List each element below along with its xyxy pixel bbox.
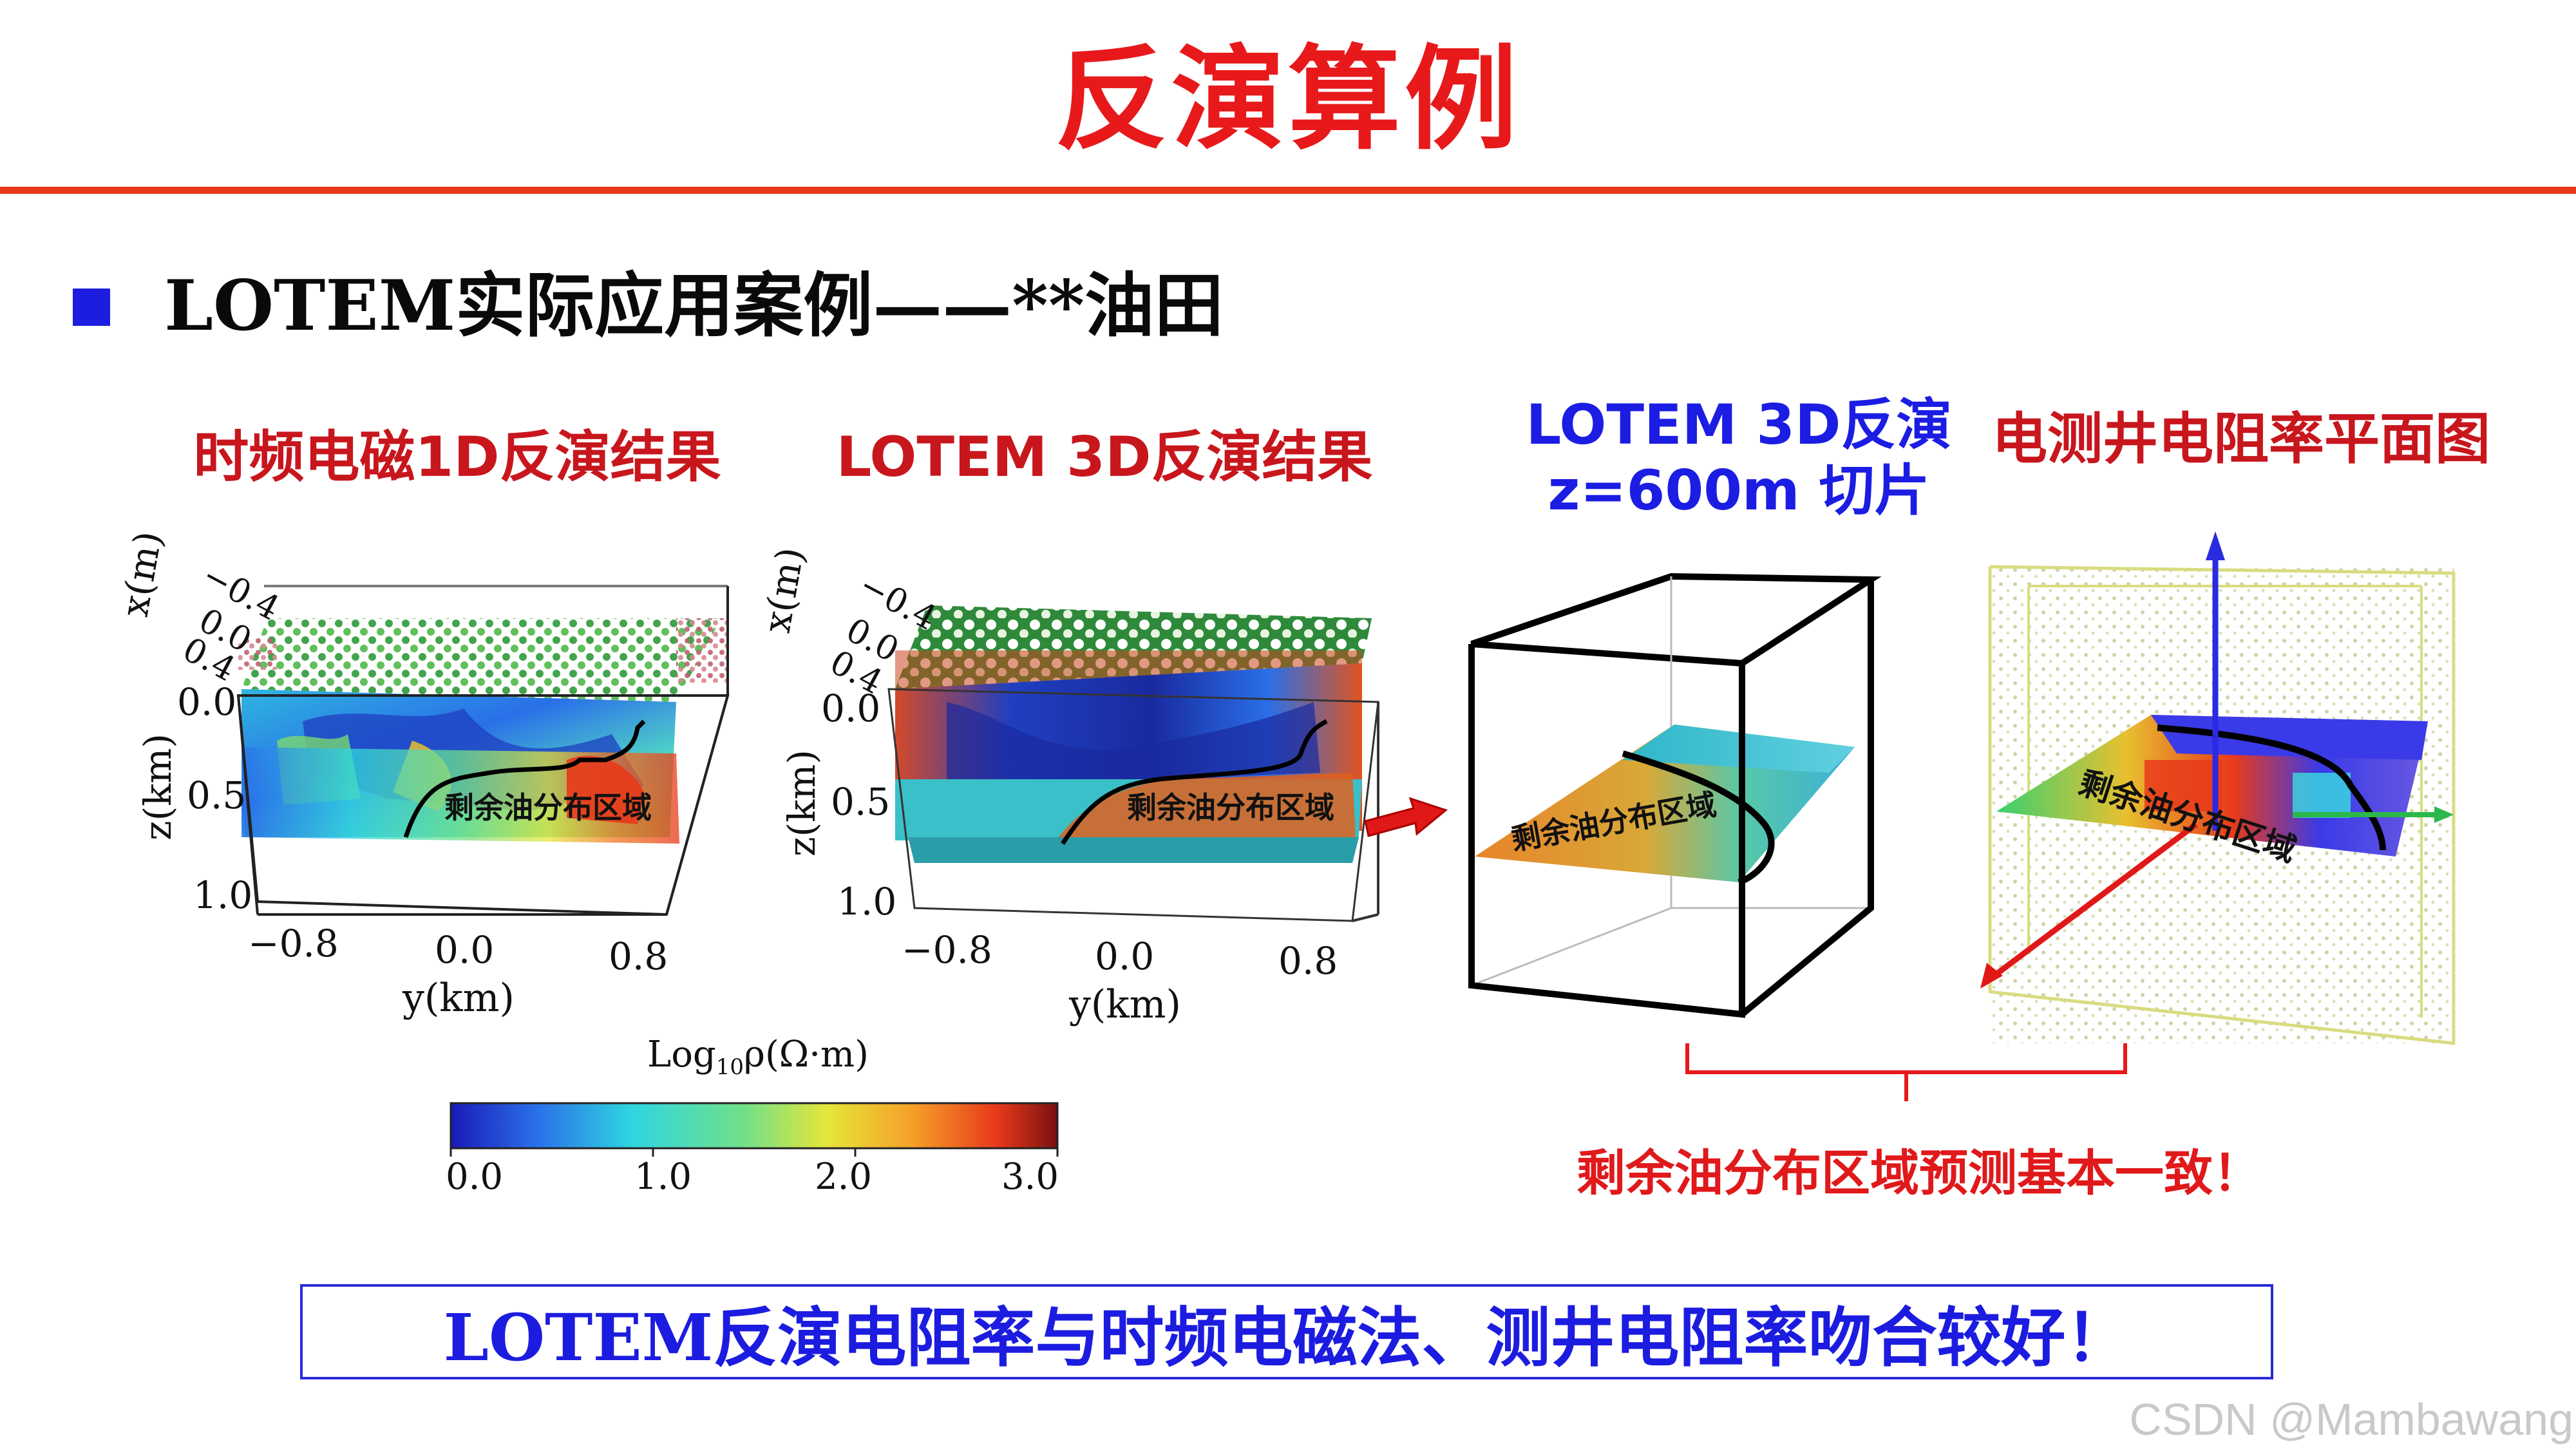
panel1-z-tick-3: 1.0 xyxy=(193,873,252,917)
panel1-region-label: 剩余油分布区域 xyxy=(444,790,652,825)
panel2-y-tick-3: 0.8 xyxy=(1278,939,1338,983)
panel-group-brace xyxy=(1685,1043,2127,1101)
watermark: CSDN @Mambawang xyxy=(2129,1394,2573,1444)
panel1-y-tick-1: −0.8 xyxy=(248,922,339,965)
slide-subtitle: LOTEM实际应用案例——**油田 xyxy=(164,265,1224,346)
title-divider xyxy=(0,187,2576,194)
panel1-plot: 剩余油分布区域 x(m) −0.4 0.0 0.4 0.0 0.5 1.0 z(… xyxy=(113,528,730,1021)
panel1-caption: 时频电磁1D反演结果 xyxy=(193,425,721,489)
panel2-z-axis-label: z(km) xyxy=(780,750,824,857)
colorbar-title: Log10ρ(Ω·m) xyxy=(647,1034,869,1080)
colorbar xyxy=(450,1102,1059,1157)
colorbar-title-subscript: 10 xyxy=(715,1054,744,1081)
panel1-z-tick-2: 0.5 xyxy=(187,773,246,817)
colorbar-tick-1: 1.0 xyxy=(634,1156,692,1198)
panel-transition-arrow-icon xyxy=(1364,797,1448,837)
panel4-plot: 剩余油分布区域 xyxy=(1980,531,2456,1045)
panel2-z-tick-1: 0.0 xyxy=(821,687,880,730)
colorbar-tick-3: 3.0 xyxy=(1001,1156,1059,1198)
panel2-x-axis-label: x(m) xyxy=(755,544,813,636)
panel1-y-tick-3: 0.8 xyxy=(609,934,668,978)
colorbar-tick-0: 0.0 xyxy=(446,1156,504,1198)
panel2-region-label: 剩余油分布区域 xyxy=(1127,790,1334,825)
panel3-plot: 剩余油分布区域 xyxy=(1468,573,1882,1018)
panel1-z-axis-label: z(km) xyxy=(136,734,180,840)
colorbar-title-suffix: ρ(Ω·m) xyxy=(744,1034,869,1075)
colorbar-tick-2: 2.0 xyxy=(815,1156,873,1198)
panel1-y-tick-2: 0.0 xyxy=(435,928,494,972)
panel2-z-tick-3: 1.0 xyxy=(837,880,896,923)
panel2-z-tick-2: 0.5 xyxy=(831,780,890,824)
panel4-caption: 电测井电阻率平面图 xyxy=(1992,407,2490,471)
bullet-square-icon xyxy=(73,289,110,326)
prediction-note: 剩余油分布区域预测基本一致！ xyxy=(1577,1144,2262,1202)
colorbar-title-prefix: Log xyxy=(647,1034,716,1075)
panel1-z-tick-1: 0.0 xyxy=(177,680,236,724)
conclusion-box: LOTEM反演电阻率与时频电磁法、测井电阻率吻合较好！ xyxy=(300,1284,2273,1379)
panel1-x-axis-label: x(m) xyxy=(113,528,171,620)
panel1-y-axis-label: y(km) xyxy=(402,976,515,1021)
slide-title: 反演算例 xyxy=(1055,35,1521,166)
panel2-y-axis-label: y(km) xyxy=(1068,982,1181,1027)
panel3-caption-line2: z=600m 切片 xyxy=(1548,459,1930,523)
panel2-caption: LOTEM 3D反演结果 xyxy=(836,425,1373,489)
panel2-plot: 剩余油分布区域 x(m) −0.4 0.0 0.4 0.0 0.5 1.0 z(… xyxy=(755,544,1379,1027)
conclusion-text: LOTEM反演电阻率与时频电磁法、测井电阻率吻合较好！ xyxy=(443,1299,2130,1376)
panel3-caption-line1: LOTEM 3D反演 xyxy=(1526,393,1952,457)
panel2-y-tick-2: 0.0 xyxy=(1095,934,1154,978)
panel2-y-tick-1: −0.8 xyxy=(902,928,992,972)
